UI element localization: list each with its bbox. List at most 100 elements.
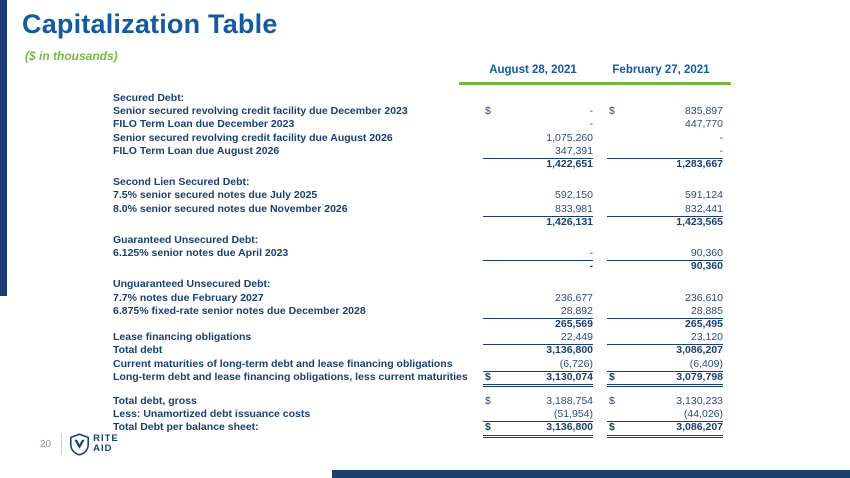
amount-col-2: (6,409) — [607, 358, 723, 372]
subtitle: ($ in thousands) — [25, 49, 118, 63]
row-label: 6.125% senior notes due April 2023 — [113, 247, 289, 260]
amount-value: (6,726) — [559, 357, 593, 370]
amount-col-2: 832,441 — [607, 203, 723, 217]
amount-col-2 — [607, 234, 723, 247]
amount-col-2: - — [607, 145, 723, 159]
table-row: Total debt 3,136,800 3,086,207 — [113, 344, 723, 357]
amount-value: 1,423,565 — [676, 215, 723, 228]
row-label: Senior secured revolving credit facility… — [113, 131, 393, 144]
section-header-row: Unguaranteed Unsecured Debt: — [113, 278, 723, 291]
page-number: 20 — [40, 438, 52, 450]
amount-col-1: 265,569 — [483, 318, 593, 331]
bottom-accent-bar — [332, 470, 850, 478]
amount-value: 833,981 — [555, 202, 593, 215]
amount-col-2: 3,086,207 — [607, 344, 723, 357]
amount-value: (51,954) — [553, 408, 593, 421]
amount-col-2: $3,130,233 — [607, 395, 723, 408]
amount-value: 1,426,131 — [546, 215, 593, 228]
row-label: 6.875% fixed-rate senior notes due Decem… — [113, 304, 366, 317]
table-row: FILO Term Loan due August 2026 347,391 - — [113, 145, 723, 159]
amount-value: 447,770 — [685, 118, 723, 131]
amount-col-2: $3,079,798 — [607, 371, 723, 387]
amount-value: 28,885 — [690, 304, 723, 317]
amount-value: - — [589, 118, 594, 131]
amount-col-1: - — [483, 118, 594, 131]
amount-value: 832,441 — [685, 202, 723, 215]
amount-col-1: 592,150 — [483, 189, 593, 202]
amount-value: 835,897 — [685, 105, 723, 118]
row-label: Senior secured revolving credit facility… — [113, 105, 408, 118]
table-row: 1,426,131 1,423,565 — [113, 216, 723, 229]
row-label — [113, 260, 469, 273]
amount-col-1: (6,726) — [483, 358, 593, 372]
amount-col-2 — [607, 278, 723, 291]
amount-col-1: 1,426,131 — [483, 216, 593, 229]
table-row: 265,569 265,495 — [113, 318, 723, 331]
amount-col-1: 3,136,800 — [483, 344, 593, 357]
amount-value: 22,449 — [560, 331, 593, 344]
amount-value: 3,188,754 — [546, 394, 593, 407]
amount-col-1: 28,892 — [483, 304, 593, 320]
amount-col-1: 1,075,260 — [483, 132, 593, 145]
amount-value: - — [719, 144, 724, 157]
amount-col-1: - — [483, 260, 594, 273]
amount-col-2: $3,086,207 — [607, 421, 723, 438]
row-label: Total debt — [113, 344, 163, 357]
row-label: FILO Term Loan due December 2023 — [113, 118, 295, 131]
amount-value: 3,086,207 — [676, 344, 723, 357]
row-label: 7.7% notes due February 2027 — [113, 291, 264, 304]
amount-col-2: 236,610 — [607, 292, 723, 305]
amount-col-1 — [483, 92, 593, 105]
amount-col-2: 447,770 — [607, 118, 723, 131]
row-label: Current maturities of long-term debt and… — [113, 357, 453, 370]
amount-value: 236,610 — [685, 291, 723, 304]
row-label — [113, 216, 469, 229]
amount-value: 3,136,800 — [546, 421, 593, 434]
amount-col-2: 591,124 — [607, 189, 723, 202]
amount-col-1: 1,422,651 — [483, 158, 593, 171]
amount-value: - — [589, 105, 594, 118]
amount-value: - — [589, 260, 594, 273]
table-row: 1,422,651 1,283,667 — [113, 158, 723, 171]
column-header-february: February 27, 2021 — [612, 64, 710, 76]
dollar-sign: $ — [609, 105, 615, 118]
amount-value: 3,086,207 — [676, 421, 723, 434]
dollar-sign: $ — [485, 421, 491, 434]
amount-value: 3,136,800 — [546, 344, 593, 357]
table-row: Less: Unamortized debt issuance costs (51… — [113, 408, 723, 423]
row-label: 8.0% senior secured notes due November 2… — [113, 202, 348, 215]
amount-value: 236,677 — [555, 291, 593, 304]
row-label: Unguaranteed Unsecured Debt: — [113, 278, 271, 291]
row-label: Lease financing obligations — [113, 331, 252, 344]
table-row: 6.125% senior notes due April 2023 - 90,36… — [113, 247, 723, 262]
amount-col-2: 28,885 — [607, 304, 723, 320]
section-header-row: Guaranteed Unsecured Debt: — [113, 234, 723, 247]
amount-value: 3,079,798 — [676, 370, 723, 383]
amount-value: 592,150 — [555, 189, 593, 202]
row-label: Secured Debt: — [113, 92, 185, 104]
amount-col-2: 1,423,565 — [607, 216, 723, 229]
column-header-august: August 28, 2021 — [489, 64, 577, 76]
amount-value: (6,409) — [689, 357, 723, 370]
amount-value: 90,360 — [690, 260, 723, 273]
table-row: Senior secured revolving credit facility… — [113, 132, 723, 145]
amount-col-2 — [607, 176, 723, 189]
amount-col-1: $3,188,754 — [483, 395, 593, 408]
amount-value: - — [589, 247, 594, 260]
section-header-row: Secured Debt: — [113, 92, 723, 105]
amount-col-1: 22,449 — [483, 331, 593, 346]
row-label: Total Debt per balance sheet: — [113, 421, 259, 434]
amount-col-1 — [483, 278, 593, 291]
table-row: Total Debt per balance sheet: $3,136,800 $… — [113, 421, 723, 438]
amount-value: 90,360 — [690, 247, 723, 260]
amount-col-2: 23,120 — [607, 331, 723, 346]
table-row: Lease financing obligations 22,449 23,120 — [113, 331, 723, 346]
row-label: Long-term debt and lease financing oblig… — [113, 370, 468, 383]
amount-value: 28,892 — [560, 304, 593, 317]
amount-col-2: 265,495 — [607, 318, 723, 331]
amount-value: 3,130,074 — [546, 370, 593, 383]
amount-col-2: 90,360 — [607, 260, 723, 273]
table-row: Long-term debt and lease financing oblig… — [113, 370, 723, 387]
footer-divider — [61, 433, 63, 455]
